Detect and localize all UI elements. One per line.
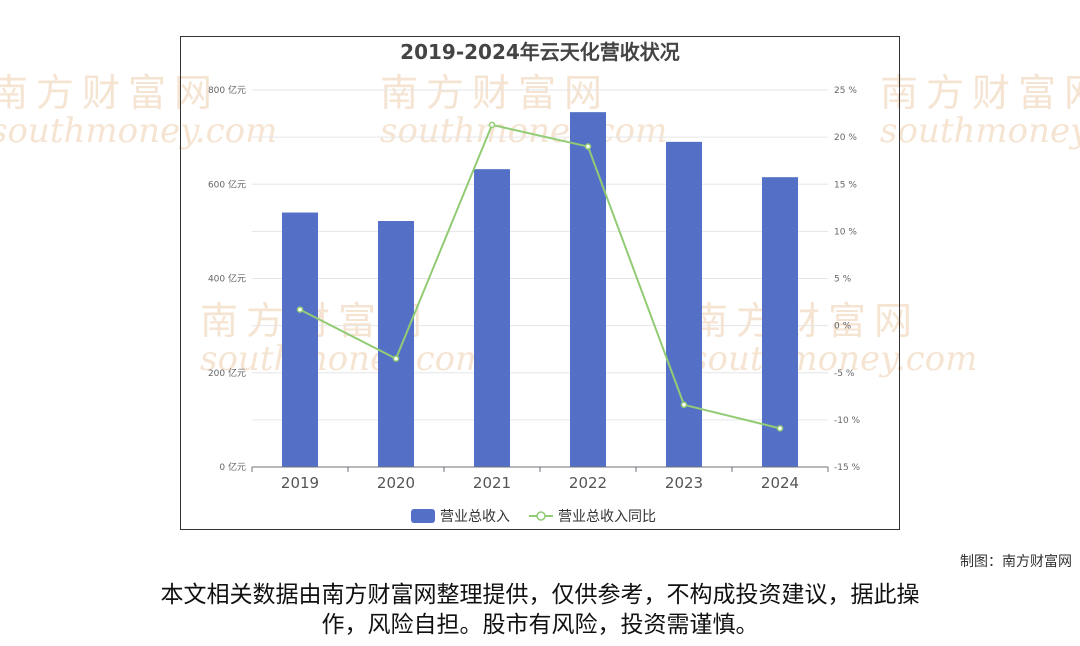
line-series — [296, 121, 784, 432]
left-axis-tick-label: 400 亿元 — [208, 273, 246, 285]
grid-lines — [252, 89, 828, 421]
yoy-point-2020 — [392, 355, 400, 362]
right-axis-tick-label: 20 % — [834, 133, 857, 143]
bar-2023 — [666, 141, 702, 467]
legend-swatch-yoy-point — [536, 511, 546, 521]
x-axis-label-2020: 2020 — [377, 474, 415, 492]
right-axis-tick-label: 15 % — [834, 180, 857, 190]
legend-label-revenue: 营业总收入 — [440, 509, 510, 525]
left-axis-tick-label: 0 亿元 — [219, 461, 246, 473]
x-axis-label-2022: 2022 — [569, 474, 607, 492]
yoy-point-2023 — [680, 401, 688, 409]
legend-label-yoy: 营业总收入同比 — [558, 509, 656, 525]
yoy-line — [299, 123, 781, 430]
x-axis-label-2021: 2021 — [473, 474, 511, 492]
x-axis: 2019 2020 2021 2022 2023 2024 — [251, 466, 829, 492]
left-axis-tick-label: 200 亿元 — [208, 367, 246, 379]
legend-swatch-revenue — [411, 509, 435, 523]
yoy-point-2019 — [296, 306, 304, 313]
bar-series — [282, 112, 798, 468]
yoy-point-2022 — [584, 143, 592, 150]
right-axis-tick-label: 10 % — [834, 227, 857, 237]
bar-2024 — [762, 177, 798, 467]
right-axis-tick-label: -15 % — [834, 463, 861, 473]
bar-2020 — [378, 221, 414, 467]
x-axis-label-2023: 2023 — [665, 474, 703, 492]
left-y-axis: 0 亿元 200 亿元 400 亿元 600 亿元 800 亿元 — [208, 84, 246, 473]
right-axis-tick-label: -5 % — [834, 369, 855, 379]
disclaimer-line-1: 本文相关数据由南方财富网整理提供，仅供参考，不构成投资建议，据此操 — [160, 582, 920, 608]
disclaimer: 本文相关数据由南方财富网整理提供，仅供参考，不构成投资建议，据此操 作，风险自担… — [60, 580, 1020, 640]
right-axis-tick-label: 0 % — [834, 322, 852, 332]
chart-credit: 制图：南方财富网 — [960, 554, 1072, 570]
right-y-axis: -15 % -10 % -5 % 0 % 5 % 10 % 15 % 20 % 25 % — [834, 86, 861, 473]
x-axis-label-2019: 2019 — [281, 474, 319, 492]
chart-title: 2019-2024年云天化营收状况 — [400, 40, 680, 64]
bar-2021 — [474, 169, 510, 468]
disclaimer-line-2: 作，风险自担。股市有风险，投资需谨慎。 — [321, 612, 759, 638]
chart-frame — [180, 36, 900, 530]
yoy-point-2024 — [776, 425, 784, 432]
legend[interactable]: 营业总收入 营业总收入同比 — [411, 509, 656, 525]
x-axis-label-2024: 2024 — [761, 474, 799, 492]
right-axis-tick-label: -10 % — [834, 416, 861, 426]
left-axis-tick-label: 800 亿元 — [208, 84, 246, 96]
bar-2022 — [570, 112, 606, 468]
right-axis-tick-label: 5 % — [834, 275, 852, 285]
right-axis-tick-label: 25 % — [834, 86, 857, 96]
left-axis-tick-label: 600 亿元 — [208, 178, 246, 190]
yoy-point-2021 — [488, 121, 496, 129]
bar-2019 — [282, 212, 318, 467]
